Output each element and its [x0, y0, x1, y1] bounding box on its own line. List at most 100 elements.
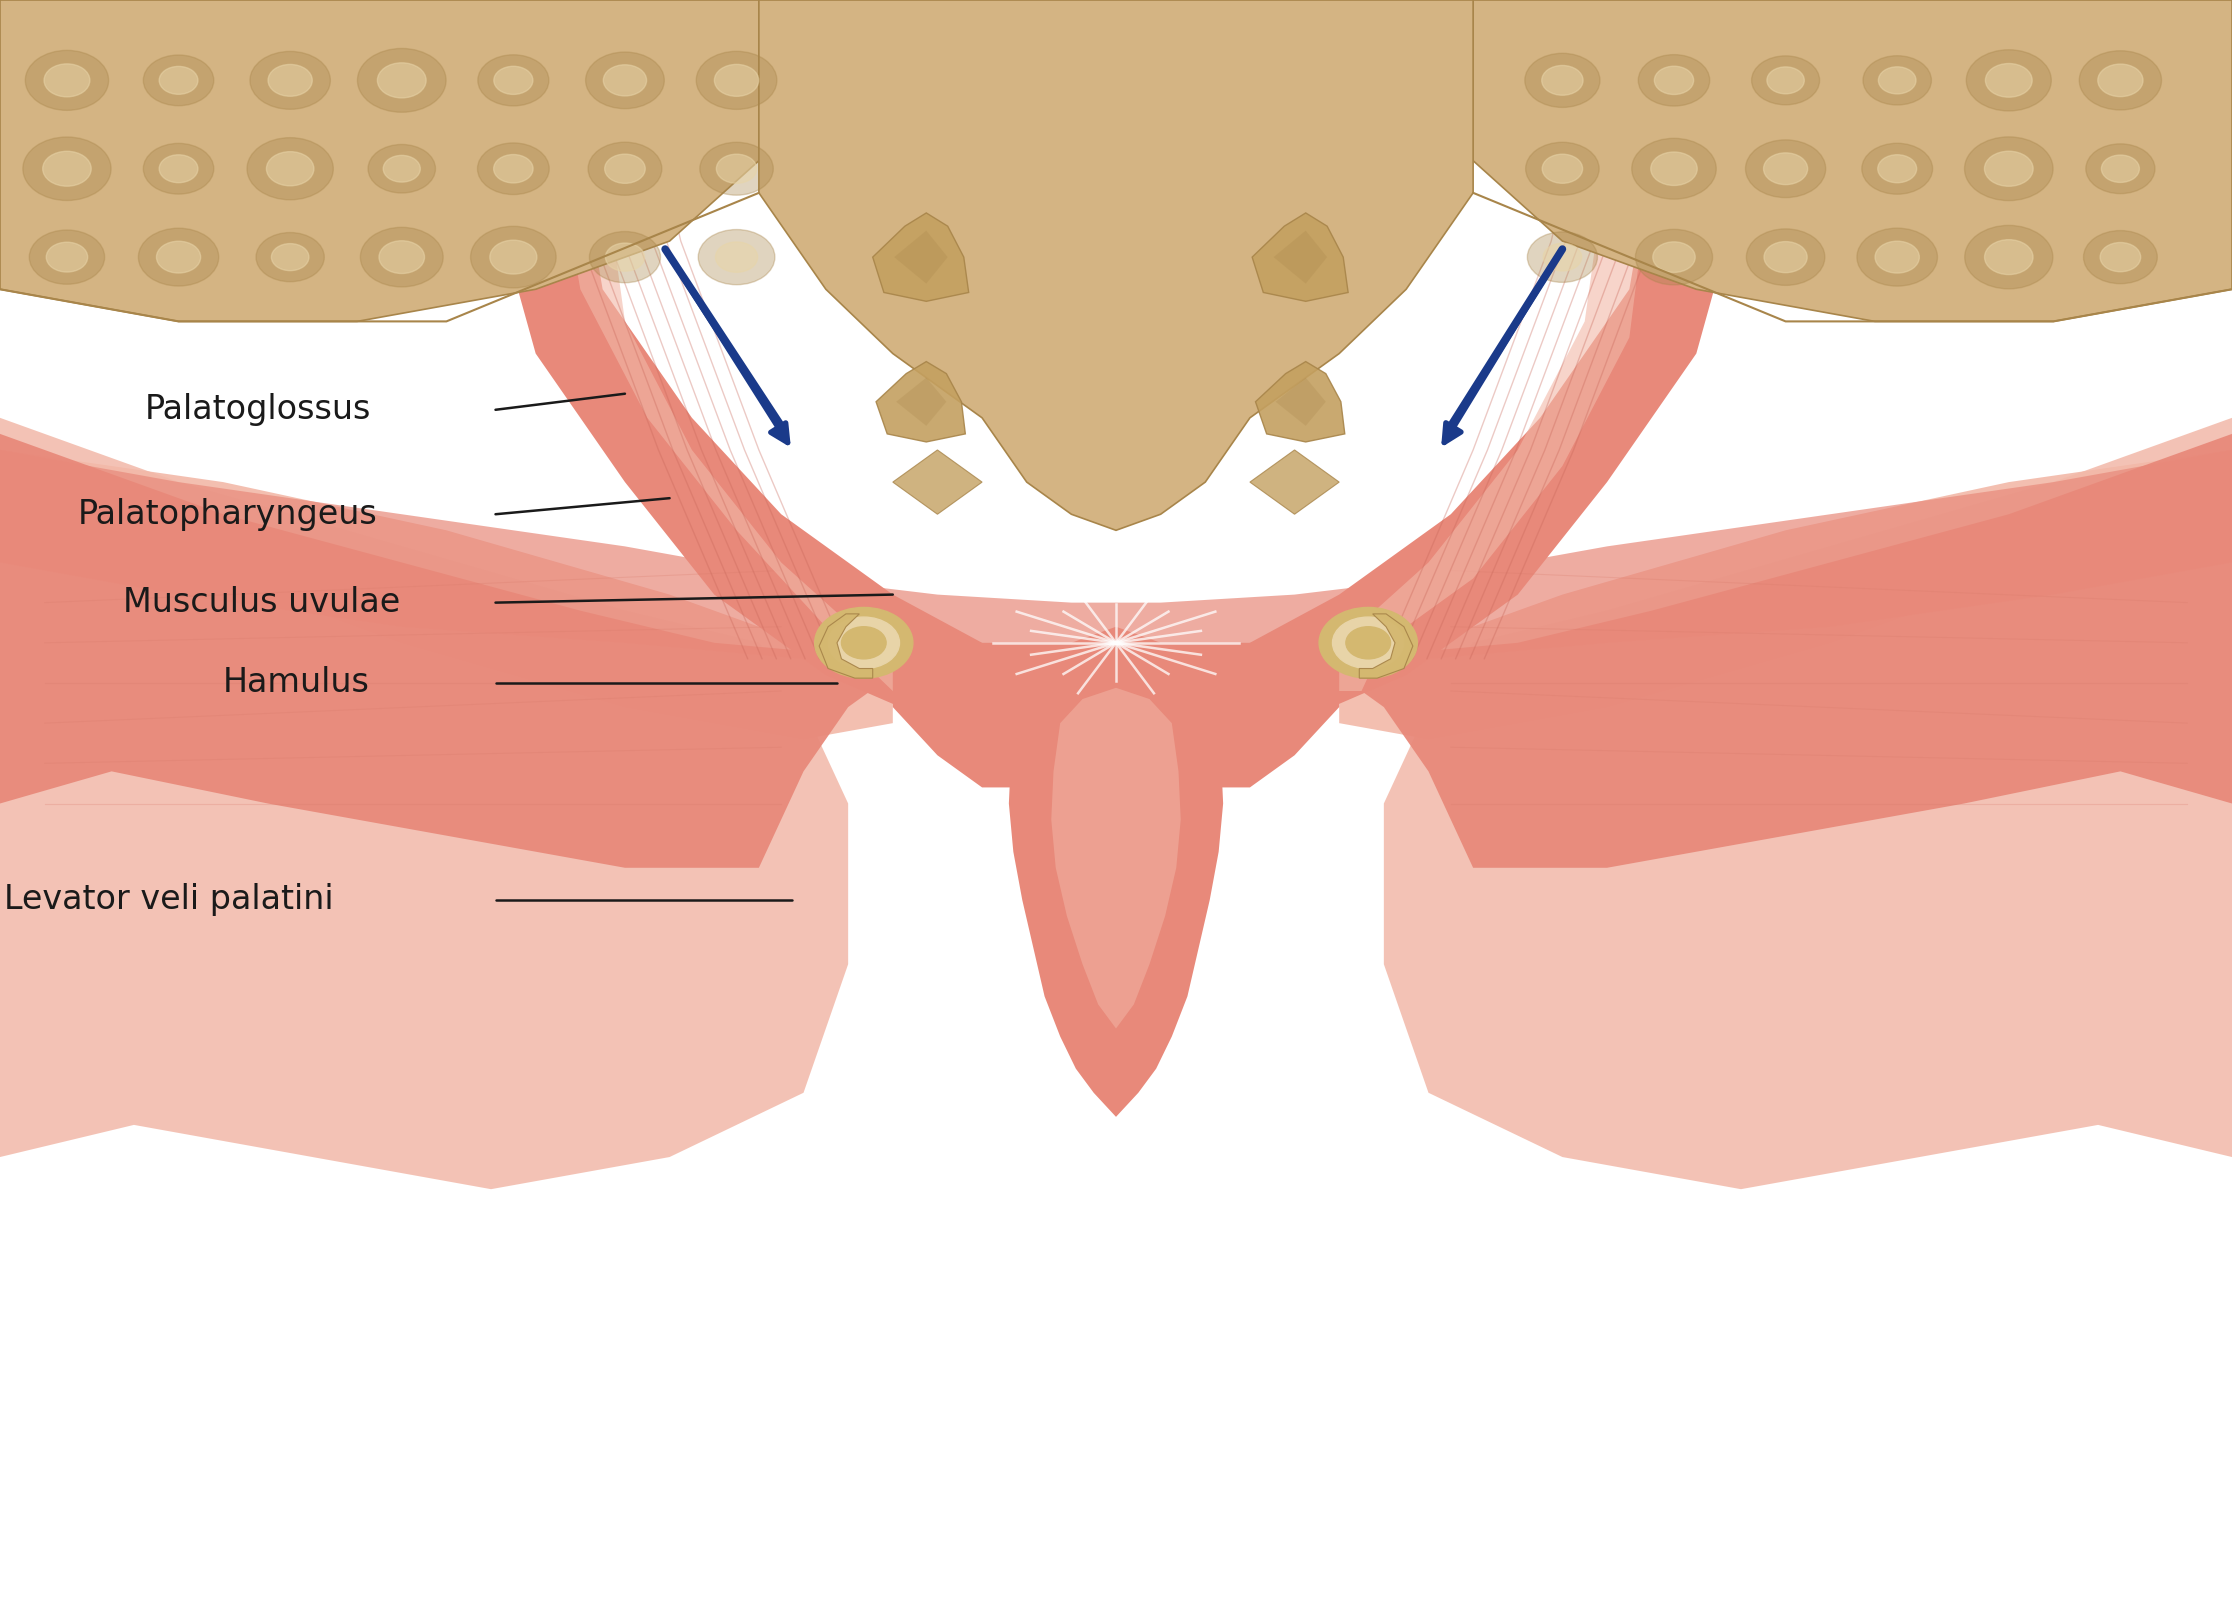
Circle shape	[2080, 51, 2161, 109]
Circle shape	[1636, 230, 1712, 284]
Polygon shape	[873, 214, 969, 302]
Polygon shape	[1274, 231, 1328, 284]
Polygon shape	[0, 418, 848, 1189]
Circle shape	[47, 243, 87, 272]
Text: Palatoglossus: Palatoglossus	[145, 394, 371, 426]
Circle shape	[368, 145, 435, 193]
Circle shape	[478, 143, 549, 194]
Polygon shape	[1205, 0, 1741, 723]
Circle shape	[45, 64, 89, 96]
Circle shape	[143, 55, 214, 106]
Circle shape	[493, 66, 533, 95]
Circle shape	[1319, 607, 1417, 678]
Circle shape	[603, 64, 647, 96]
Polygon shape	[1339, 434, 2232, 868]
Circle shape	[2082, 230, 2158, 284]
Circle shape	[589, 231, 661, 283]
Circle shape	[1763, 241, 1808, 273]
Circle shape	[716, 154, 757, 183]
Polygon shape	[0, 434, 893, 868]
Circle shape	[359, 227, 444, 288]
Circle shape	[2100, 243, 2140, 272]
Circle shape	[1632, 138, 1716, 199]
Circle shape	[1638, 55, 1710, 106]
Polygon shape	[893, 450, 982, 514]
Text: Palatopharyngeus: Palatopharyngeus	[78, 498, 377, 530]
Circle shape	[384, 156, 420, 182]
Circle shape	[2098, 64, 2143, 96]
Circle shape	[1333, 617, 1404, 669]
Circle shape	[478, 55, 549, 106]
Circle shape	[1768, 67, 1803, 93]
Circle shape	[2100, 154, 2140, 183]
Circle shape	[266, 151, 315, 186]
Circle shape	[815, 607, 913, 678]
Circle shape	[489, 239, 538, 275]
Circle shape	[248, 138, 333, 199]
Polygon shape	[819, 614, 873, 678]
Circle shape	[377, 63, 426, 98]
Circle shape	[1652, 241, 1696, 273]
Circle shape	[1652, 153, 1696, 185]
Circle shape	[1964, 137, 2053, 201]
Polygon shape	[1384, 418, 2232, 1189]
Polygon shape	[0, 450, 893, 1125]
Circle shape	[585, 51, 665, 109]
Circle shape	[696, 51, 777, 109]
Circle shape	[1527, 231, 1598, 283]
Circle shape	[587, 141, 663, 196]
Circle shape	[379, 241, 424, 273]
Polygon shape	[1252, 214, 1348, 302]
Circle shape	[143, 143, 214, 194]
Polygon shape	[895, 231, 949, 284]
Circle shape	[714, 64, 759, 96]
Circle shape	[716, 243, 757, 272]
Circle shape	[828, 617, 899, 669]
Circle shape	[158, 66, 199, 95]
Circle shape	[1861, 143, 1933, 194]
Circle shape	[1752, 56, 1819, 104]
Circle shape	[29, 230, 105, 284]
Circle shape	[841, 627, 886, 659]
Circle shape	[1745, 140, 1826, 198]
Circle shape	[1966, 50, 2051, 111]
Circle shape	[156, 241, 201, 273]
Circle shape	[605, 154, 645, 183]
Circle shape	[272, 244, 308, 270]
Circle shape	[699, 230, 775, 284]
Circle shape	[1984, 239, 2033, 275]
Text: Musculus uvulae: Musculus uvulae	[123, 587, 400, 619]
Circle shape	[138, 228, 219, 286]
Circle shape	[471, 227, 556, 288]
Polygon shape	[0, 0, 759, 321]
Circle shape	[2087, 145, 2154, 193]
Circle shape	[701, 143, 772, 194]
Polygon shape	[1339, 450, 2232, 1125]
Polygon shape	[1277, 378, 1326, 426]
Circle shape	[1986, 64, 2031, 96]
Circle shape	[1864, 56, 1931, 104]
Circle shape	[1745, 228, 1826, 286]
Circle shape	[1527, 143, 1598, 194]
Polygon shape	[1317, 0, 1652, 691]
Circle shape	[1524, 53, 1600, 108]
Text: Levator veli palatini: Levator veli palatini	[4, 884, 335, 916]
Polygon shape	[1250, 450, 1339, 514]
Polygon shape	[0, 450, 2232, 675]
Circle shape	[493, 154, 533, 183]
Circle shape	[605, 243, 645, 272]
Polygon shape	[1473, 0, 2232, 321]
Circle shape	[357, 48, 446, 112]
Circle shape	[1877, 154, 1917, 183]
Text: Hamulus: Hamulus	[223, 667, 371, 699]
Circle shape	[25, 50, 109, 111]
Circle shape	[1879, 67, 1915, 93]
Circle shape	[1346, 627, 1391, 659]
Circle shape	[1857, 228, 1937, 286]
Circle shape	[1763, 153, 1808, 185]
Circle shape	[257, 233, 324, 281]
Circle shape	[158, 154, 199, 183]
Circle shape	[1984, 151, 2033, 186]
Circle shape	[1964, 225, 2053, 289]
Polygon shape	[1254, 362, 1344, 442]
